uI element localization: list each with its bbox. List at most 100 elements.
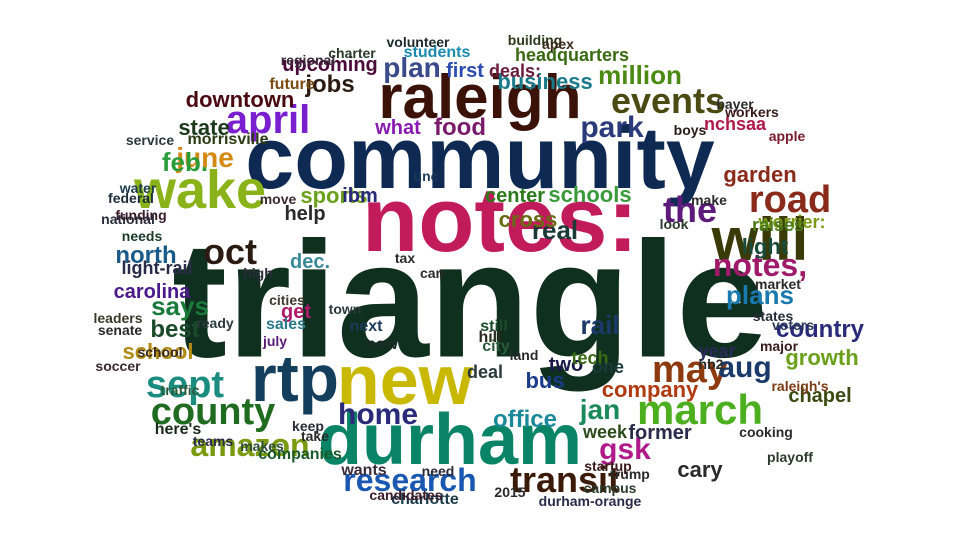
cloud-word: tech	[571, 348, 609, 368]
cloud-word: still	[480, 318, 508, 335]
cloud-word: business	[497, 69, 593, 94]
cloud-word: cary	[677, 457, 723, 482]
cloud-word: candidates	[369, 487, 443, 503]
cloud-word: headquarters	[514, 45, 630, 65]
cloud-word: plans	[726, 280, 794, 310]
cloud-word: carolina	[113, 281, 191, 303]
cloud-word: building	[507, 32, 563, 48]
cloud-word: need	[421, 463, 455, 479]
cloud-word: service	[125, 132, 175, 148]
cloud-word: jobs	[305, 71, 355, 98]
cloud-word: tax	[394, 250, 416, 266]
cloud-word: national	[101, 211, 155, 227]
cloud-word: cooking	[739, 424, 793, 440]
cloud-word: two	[548, 354, 584, 376]
cloud-word: apple	[768, 128, 806, 144]
cloud-word: former	[628, 422, 692, 444]
cloud-word: raleigh's	[771, 378, 829, 394]
cloud-word: ready	[196, 315, 234, 331]
cloud-word: county	[150, 391, 276, 433]
cloud-word: sept	[145, 364, 225, 406]
cloud-word: growth	[785, 345, 859, 370]
cloud-word: states	[752, 308, 794, 324]
cloud-word: jan	[579, 394, 621, 425]
cloud-word: says	[151, 291, 209, 321]
cloud-word: first	[446, 60, 484, 82]
cloud-word: startup	[584, 458, 632, 474]
cloud-word: amazon	[190, 427, 310, 463]
cloud-word: company	[601, 377, 699, 402]
cloud-word: workers	[725, 104, 779, 120]
cloud-word: triangle	[172, 207, 768, 392]
cloud-word: raleigh	[378, 63, 582, 132]
cloud-word: light-rail	[121, 258, 193, 278]
cloud-word: april	[225, 98, 311, 142]
cloud-word: take	[300, 428, 330, 444]
cloud-word: boys	[673, 122, 707, 138]
cloud-word: wake	[133, 160, 267, 220]
cloud-word: playoff	[767, 449, 813, 465]
cloud-word: federal	[108, 190, 154, 206]
cloud-word: dec.	[289, 251, 331, 273]
cloud-word: wants	[341, 462, 387, 479]
cloud-word: soccer	[95, 358, 141, 374]
cloud-word: deal	[466, 362, 504, 382]
cloud-word: oct	[203, 231, 257, 272]
cloud-word: one	[591, 357, 625, 377]
cloud-word: funding	[115, 207, 167, 223]
cloud-word: light	[741, 234, 789, 259]
cloud-word: land	[509, 347, 539, 363]
cloud-word: rail	[580, 310, 620, 340]
cloud-word: market	[755, 276, 801, 292]
cloud-word: next	[349, 318, 383, 335]
cloud-word: apex	[542, 36, 574, 52]
cloud-word: plan	[383, 52, 441, 83]
cloud-word: gsk	[599, 433, 651, 466]
cloud-word: feb.	[161, 147, 209, 177]
cloud-word: bus	[525, 368, 565, 393]
cloud-word: notes:	[362, 169, 638, 271]
cloud-word: sports	[300, 183, 368, 208]
cloud-word: research	[343, 462, 477, 498]
cloud-word: notes,	[712, 247, 808, 283]
cloud-word: needs	[121, 228, 163, 244]
cloud-word: home	[337, 398, 419, 431]
cloud-word: cities	[269, 292, 305, 308]
cloud-word: garden	[723, 162, 797, 187]
cloud-word: office	[492, 406, 558, 433]
cloud-word: hb2	[698, 356, 724, 372]
cloud-word: best	[150, 316, 200, 343]
cloud-word: make	[691, 192, 727, 208]
cloud-word: downtown	[185, 87, 295, 112]
cloud-word: year	[698, 341, 736, 361]
cloud-word: nchsaa	[703, 114, 767, 134]
cloud-word: food	[434, 114, 486, 141]
cloud-word: raises	[751, 215, 805, 235]
cloud-word: school	[122, 339, 194, 364]
cloud-word: week	[582, 422, 628, 442]
cloud-word: help	[284, 203, 326, 225]
cloud-word: transit	[509, 459, 621, 500]
cloud-word: morrisville	[187, 131, 269, 148]
cloud-word: voters	[771, 317, 815, 333]
cloud-word: can	[419, 265, 445, 281]
cloud-word: ibm	[342, 185, 378, 207]
cloud-word: center	[484, 185, 546, 207]
cloud-word: rtp	[251, 341, 339, 415]
cloud-word: get	[281, 301, 311, 323]
cloud-word: what	[375, 117, 421, 139]
cloud-word: road	[748, 179, 832, 221]
cloud-word: look	[659, 216, 689, 232]
cloud-word: senate	[97, 322, 143, 338]
cloud-word: june	[176, 142, 234, 173]
cloud-word: regional	[280, 52, 336, 68]
cloud-word: aug	[718, 351, 772, 384]
cloud-word: worrier:	[758, 212, 826, 232]
cloud-word: country	[775, 316, 865, 343]
cloud-word: durham-orange	[538, 493, 642, 509]
cloud-word: bayer	[716, 96, 754, 112]
cloud-word: events	[610, 80, 726, 121]
cloud-word: state	[178, 115, 230, 140]
cloud-word: school	[137, 344, 183, 360]
